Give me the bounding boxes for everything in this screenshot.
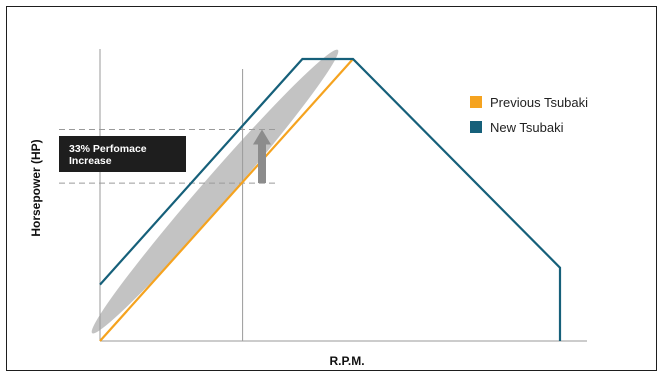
legend-swatch-previous-tsubaki bbox=[470, 96, 482, 108]
x-axis-label: R.P.M. bbox=[329, 354, 364, 368]
increase-arrow-head bbox=[253, 129, 271, 145]
annotation-box bbox=[59, 136, 186, 172]
legend-label-new-tsubaki: New Tsubaki bbox=[490, 120, 564, 135]
annotation-text-line: Increase bbox=[69, 155, 112, 167]
series-line-previous-tsubaki bbox=[99, 58, 354, 342]
chart-frame: 33% Perfomace Increase Previous Tsubaki Ne… bbox=[6, 6, 657, 371]
series-line-new-tsubaki bbox=[99, 57, 562, 341]
increase-arrow-shaft bbox=[258, 143, 266, 184]
annotation-text-line: 33% Perfomace bbox=[69, 143, 147, 155]
legend-swatch-new-tsubaki bbox=[470, 121, 482, 133]
y-axis-label: Horsepower (HP) bbox=[29, 139, 43, 236]
legend-label-previous-tsubaki: Previous Tsubaki bbox=[490, 95, 588, 110]
highlight-ellipse bbox=[91, 49, 339, 334]
